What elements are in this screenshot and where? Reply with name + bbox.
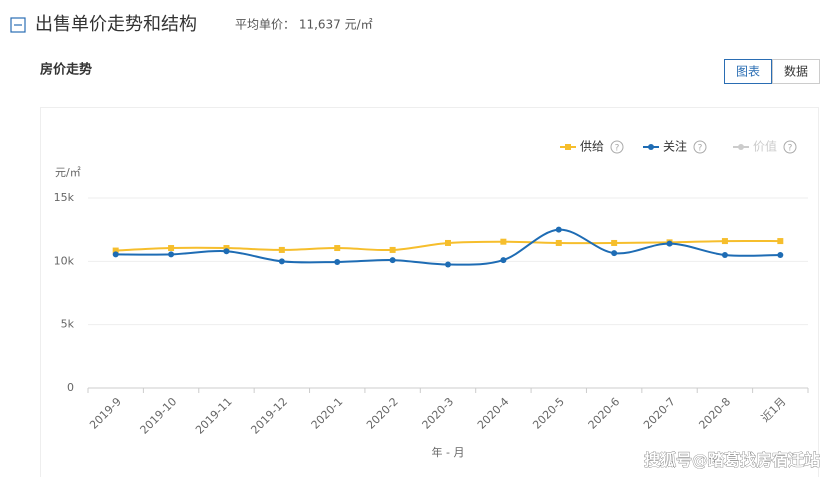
y-tick-label: 5k — [61, 318, 75, 331]
point — [168, 251, 175, 258]
tab-label[interactable]: 数据 — [784, 64, 808, 79]
section-title: 房价走势 — [40, 62, 92, 78]
watermark: 搜狐号@踏葛找房宿迁站 — [644, 451, 820, 470]
point — [389, 257, 396, 264]
x-axis-label: 年 - 月 — [432, 445, 465, 459]
point — [611, 250, 618, 257]
point — [555, 226, 562, 233]
point — [112, 247, 119, 254]
point — [666, 240, 673, 247]
x-tick-label: 2020-3 — [419, 395, 456, 432]
y-tick-label: 10k — [54, 254, 75, 267]
help-icon-text: ? — [788, 144, 793, 154]
point — [500, 238, 507, 245]
help-icon[interactable] — [610, 140, 624, 154]
help-icon[interactable] — [693, 140, 707, 154]
point — [611, 239, 618, 246]
x-tick-label: 2019-12 — [248, 395, 290, 437]
legend-label[interactable]: 关注 — [663, 139, 687, 154]
x-tick-label: 2019-9 — [87, 395, 124, 432]
tab-button[interactable] — [772, 59, 820, 84]
x-tick-label: 2020-6 — [586, 395, 623, 432]
x-tick-label: 2020-2 — [364, 395, 401, 432]
y-tick-label: 15k — [54, 191, 75, 204]
tab-button[interactable] — [724, 59, 772, 84]
point — [721, 238, 728, 245]
point — [223, 248, 230, 255]
point — [777, 252, 784, 258]
point — [223, 245, 230, 252]
point — [445, 261, 451, 268]
x-tick-label: 2019-10 — [138, 395, 180, 437]
point — [168, 245, 175, 252]
point — [500, 257, 507, 264]
point — [334, 258, 341, 265]
y-tick-label: 0 — [67, 381, 74, 394]
point — [112, 251, 119, 258]
point — [389, 246, 396, 253]
legend-marker — [738, 144, 744, 150]
collapse-icon[interactable] — [10, 17, 26, 33]
help-icon[interactable] — [783, 140, 797, 154]
tab-label[interactable]: 图表 — [736, 65, 760, 79]
point — [777, 238, 784, 245]
chart-frame — [40, 107, 819, 477]
tabs: 图表 数据 — [724, 59, 820, 84]
point — [555, 239, 562, 246]
y-axis-label: 元/㎡ — [55, 166, 81, 179]
help-icon-text: ? — [615, 144, 620, 154]
point — [278, 246, 285, 253]
point — [445, 239, 451, 246]
x-tick-label: 2020-4 — [475, 395, 512, 432]
header-title: 出售单价走势和结构 — [35, 14, 197, 35]
x-tick-label: 2020-8 — [696, 395, 733, 432]
point — [721, 252, 728, 258]
legend-marker — [565, 144, 571, 150]
legend-marker — [648, 144, 654, 150]
point — [334, 245, 341, 252]
point — [278, 258, 285, 265]
legend-label[interactable]: 供给 — [580, 140, 604, 154]
legend-label[interactable]: 价值 — [753, 139, 777, 154]
help-icon-text: ? — [698, 144, 703, 154]
x-tick-label: 2020-5 — [530, 395, 567, 432]
x-tick-label: 近1月 — [759, 395, 789, 425]
chart: 元/㎡ 0 5k 10k 15k 2019-9 2019-10 2019-11 2019-12 2… — [54, 139, 809, 459]
x-tick-label: 2020-7 — [641, 395, 678, 432]
x-tick-label: 2019-11 — [193, 395, 235, 437]
x-tick-label: 2020-1 — [309, 395, 346, 432]
average-price: 平均单价： 11,637 元/㎡ — [235, 18, 373, 32]
